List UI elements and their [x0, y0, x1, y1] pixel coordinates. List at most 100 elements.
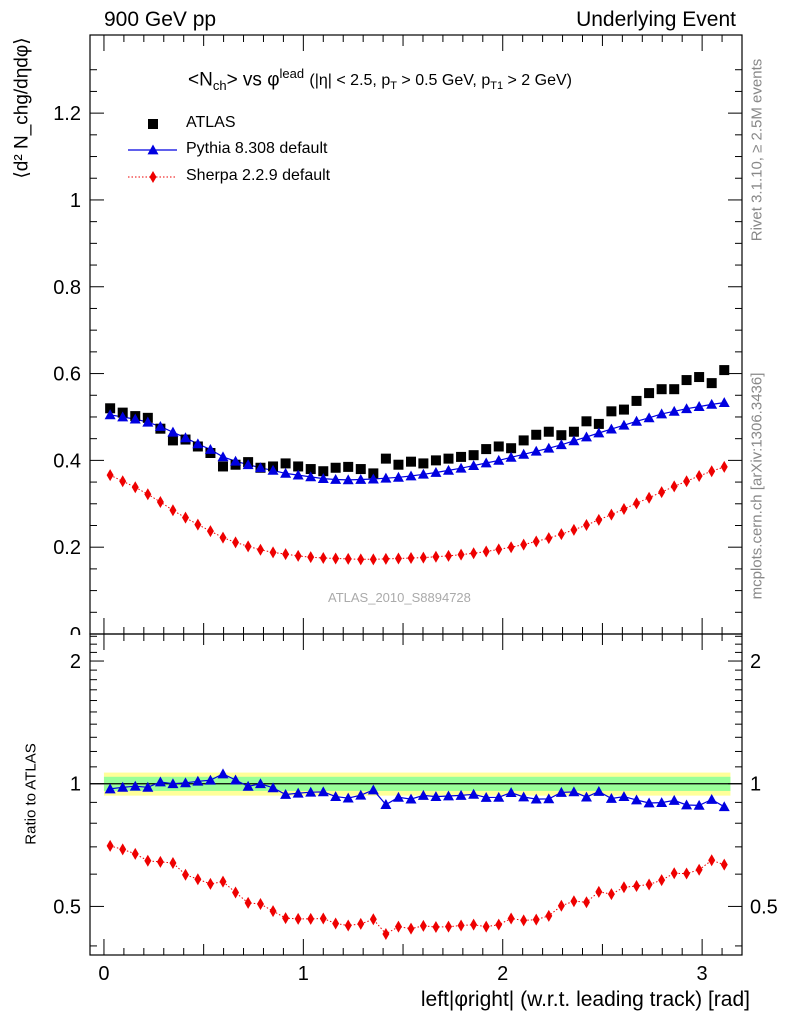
pythia-point [305, 471, 317, 482]
ratio-pythia-point [217, 768, 229, 779]
ratio-pythia-point [192, 775, 204, 786]
atlas-point [305, 464, 316, 475]
ratio-pythia-point [342, 792, 354, 803]
sherpa-point [332, 552, 340, 565]
ratio-sherpa-point [282, 912, 290, 925]
ratio-pythia-point [380, 799, 392, 809]
ratio-pythia-point [267, 782, 279, 793]
plot-title-sup: lead [279, 66, 305, 81]
top-y-tick-label: 0.4 [53, 450, 81, 472]
ratio-sherpa-point [119, 843, 127, 856]
header-left: 900 GeV pp [104, 8, 217, 31]
sherpa-point [194, 518, 202, 531]
legend-label-pythia: Pythia 8.308 default [186, 140, 328, 157]
sherpa-point [244, 540, 252, 553]
pythia-point [367, 473, 379, 484]
sherpa-point [633, 497, 641, 510]
sherpa-point [344, 552, 352, 565]
sherpa-point [219, 531, 227, 544]
sherpa-point [457, 548, 465, 561]
atlas-point [280, 458, 291, 469]
atlas-point [380, 453, 391, 464]
ratio-y-tick-label: 0.5 [53, 896, 81, 918]
atlas-point [430, 455, 441, 466]
ratio-pythia-point [530, 793, 542, 804]
ratio-y-tick-label-right: 1 [750, 774, 761, 796]
header-right: Underlying Event [576, 8, 736, 31]
plot-title-cuts-b: > 0.5 GeV, p [396, 72, 491, 90]
pythia-point [292, 469, 304, 480]
sherpa-point [645, 491, 653, 504]
atlas-point [393, 459, 404, 470]
sherpa-point [206, 525, 214, 538]
rivet-label: Rivet 3.1.10, ≥ 2.5M events [748, 58, 766, 242]
pythia-point [693, 401, 705, 411]
atlas-point [443, 453, 454, 464]
pythia-point [593, 427, 605, 438]
plot-title-cuts-sub1: T [390, 80, 397, 93]
ratio-sherpa-point [633, 880, 641, 893]
atlas-point [531, 429, 542, 440]
ratio-y-tick-label: 1 [70, 774, 81, 796]
sherpa-point [182, 511, 190, 524]
ratio-pythia-point [693, 799, 705, 810]
ratio-sherpa-point [232, 886, 240, 899]
sherpa-point [357, 553, 365, 566]
ratio-sherpa-point [532, 913, 540, 926]
ratio-pythia-point [280, 788, 292, 799]
ratio-pythia-point [555, 786, 567, 797]
ratio-pythia-point [706, 793, 718, 804]
legend-label-sherpa: Sherpa 2.2.9 default [186, 167, 331, 184]
ratio-pythia-point [305, 786, 317, 797]
ratio-pythia-point [204, 774, 216, 785]
ratio-pythia-point [568, 786, 580, 797]
sherpa-point [520, 538, 528, 551]
atlas-point [105, 403, 116, 414]
atlas-point [631, 395, 642, 406]
sherpa-point [232, 536, 240, 549]
plot-title-cuts: (|η| < 2.5, pT > 0.5 GeV, pT1 > 2 GeV) [309, 72, 572, 92]
ratio-pythia-point [656, 797, 668, 807]
atlas-point [167, 435, 178, 446]
ratio-sherpa-point [557, 899, 565, 912]
pythia-point [505, 451, 517, 462]
atlas-point [568, 426, 579, 437]
ratio-pythia-point [605, 792, 617, 803]
pythia-point [355, 473, 367, 484]
pythia-point [468, 460, 480, 470]
top-y-tick-label: 0.8 [53, 277, 81, 299]
pythia-point [631, 415, 643, 426]
plot-title-cuts-a: (|η| < 2.5, p [309, 72, 391, 90]
ratio-plot-frame [89, 633, 743, 956]
ratio-sherpa-point [369, 913, 377, 926]
atlas-point [456, 451, 467, 462]
ratio-sherpa-point [582, 896, 590, 909]
ratio-pythia-point [180, 777, 192, 788]
sherpa-point [106, 469, 114, 482]
ratio-sherpa-point [144, 854, 152, 867]
ratio-pythia-point [443, 790, 455, 801]
atlas-point [217, 461, 228, 472]
atlas-point [706, 378, 717, 389]
top-y-tick-label: 0.6 [53, 364, 81, 386]
pythia-point [518, 448, 530, 459]
ratio-sherpa-point [106, 839, 114, 852]
sherpa-point [670, 480, 678, 493]
atlas-point [581, 416, 592, 427]
sherpa-point [131, 481, 139, 494]
x-tick-label: 2 [497, 963, 508, 985]
x-tick-label: 0 [98, 963, 109, 985]
ratio-sherpa-point [419, 919, 427, 932]
mcplots-label: mcplots.cern.ch [arXiv:1306.3436] [748, 372, 766, 600]
ratio-sherpa-point [545, 909, 553, 922]
pythia-point [430, 467, 442, 477]
ratio-sherpa-point [307, 912, 315, 925]
ratio-pythia-point [643, 797, 655, 808]
pythia-point [192, 438, 204, 449]
ratio-sherpa-point [570, 895, 578, 908]
atlas-point [618, 404, 629, 415]
sherpa-point [256, 543, 264, 556]
ratio-pythia-point [104, 783, 116, 794]
ratio-pythia-point [593, 786, 605, 796]
atlas-point [644, 388, 655, 399]
